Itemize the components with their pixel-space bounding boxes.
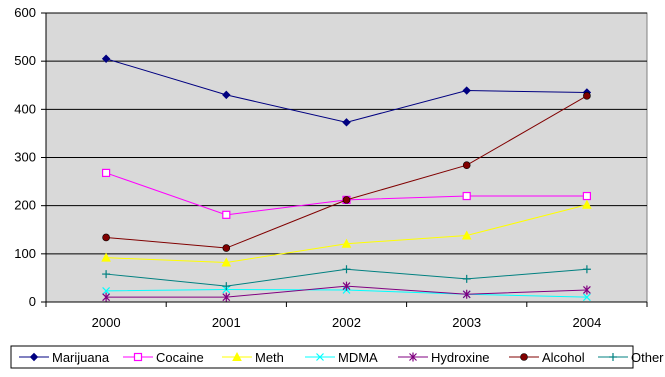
gridlines <box>46 12 647 255</box>
y-tick-label: 0 <box>29 294 36 309</box>
data-point-alcohol <box>342 196 351 204</box>
data-point-hydroxine <box>462 289 471 299</box>
x-tick-label: 2000 <box>92 315 121 330</box>
y-tick-label: 100 <box>14 246 36 261</box>
legend-label-mdma: MDMA <box>338 350 378 365</box>
legend-marker-hydroxine <box>409 352 417 362</box>
data-point-other <box>222 282 231 291</box>
legend-label-meth: Meth <box>255 350 284 365</box>
data-point-hydroxine <box>222 292 231 302</box>
data-point-meth <box>341 238 352 248</box>
data-point-hydroxine <box>582 285 591 295</box>
data-point-mdma <box>102 286 111 295</box>
series-other <box>102 265 591 291</box>
data-point-alcohol <box>102 233 110 242</box>
data-point-marijuana <box>342 118 351 127</box>
data-point-marijuana <box>222 90 231 100</box>
y-tick-label: 400 <box>14 101 36 116</box>
series-group <box>101 54 592 302</box>
legend-label-alcohol: Alcohol <box>542 350 585 365</box>
legend: Marijuana Cocaine Meth MDMA Hydroxine Alcohol… <box>10 345 664 369</box>
legend-marker-mdma <box>316 353 324 361</box>
legend-label-other: Other <box>631 350 664 365</box>
data-point-meth <box>582 199 592 209</box>
data-point-other <box>342 265 351 274</box>
legend-marker-marijuana <box>29 352 39 362</box>
legend-label-cocaine: Cocaine <box>156 350 204 365</box>
tick-labels: 0 100 200 300 400 500 600 2000 2001 2002 2003 2004 <box>14 5 601 330</box>
x-tick-label: 2002 <box>332 315 361 330</box>
data-point-alcohol <box>583 92 591 100</box>
data-point-alcohol <box>222 244 231 252</box>
series-alcohol <box>102 92 591 252</box>
data-point-meth <box>101 252 111 262</box>
legend-marker-other <box>609 353 617 361</box>
legend-item-marijuana: Marijuana <box>19 350 110 365</box>
series-marijuana <box>101 54 592 127</box>
data-point-cocaine <box>101 168 111 178</box>
x-tick-label: 2003 <box>452 315 481 330</box>
legend-item-mdma: MDMA <box>305 350 378 365</box>
legend-item-alcohol: Alcohol <box>509 350 585 365</box>
y-tick-label: 500 <box>14 53 36 68</box>
data-point-cocaine <box>582 191 592 201</box>
legend-item-hydroxine: Hydroxine <box>398 350 490 365</box>
legend-marker-cocaine <box>133 352 143 362</box>
legend-label-hydroxine: Hydroxine <box>431 350 490 365</box>
data-point-other <box>462 274 471 283</box>
data-point-hydroxine <box>102 292 111 302</box>
legend-item-other: Other <box>598 350 664 365</box>
legend-item-cocaine: Cocaine <box>123 350 204 365</box>
data-point-marijuana <box>462 86 471 95</box>
data-point-meth <box>461 230 472 240</box>
data-point-other <box>582 265 591 274</box>
data-point-cocaine <box>222 210 231 219</box>
axes <box>41 12 648 307</box>
y-tick-label: 200 <box>14 198 36 213</box>
data-point-hydroxine <box>342 281 351 291</box>
series-hydroxine <box>102 281 591 302</box>
y-tick-label: 600 <box>14 5 36 20</box>
legend-item-meth: Meth <box>222 350 284 365</box>
legend-marker-meth <box>232 351 242 361</box>
data-point-mdma <box>582 293 591 302</box>
legend-marker-alcohol <box>520 353 528 361</box>
data-point-meth <box>221 257 232 267</box>
data-point-alcohol <box>462 161 471 170</box>
legend-label-marijuana: Marijuana <box>52 350 110 365</box>
data-point-cocaine <box>462 191 471 201</box>
data-point-other <box>102 270 111 279</box>
data-point-marijuana <box>101 54 111 63</box>
series-meth <box>101 199 592 267</box>
x-tick-label: 2004 <box>572 315 601 330</box>
y-tick-label: 300 <box>14 150 36 165</box>
x-tick-label: 2001 <box>212 315 241 330</box>
